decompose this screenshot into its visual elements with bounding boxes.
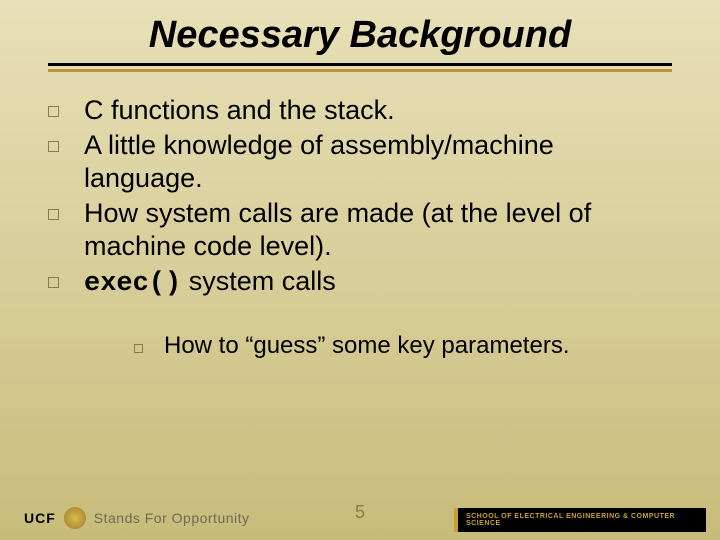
footer: UCF Stands For Opportunity 5 SCHOOL OF E… (0, 496, 720, 540)
bullet-text: exec() system calls (84, 265, 672, 301)
school-name: SCHOOL OF ELECTRICAL ENGINEERING & COMPU… (466, 513, 706, 527)
bullet-square-icon (48, 94, 84, 122)
bullet-square-icon (48, 197, 84, 225)
bullet-text: C functions and the stack. (84, 94, 672, 127)
list-item: C functions and the stack. (48, 94, 672, 127)
title-underline (48, 63, 672, 72)
ucf-wordmark: UCF (24, 510, 56, 526)
bullet-square-icon (48, 129, 84, 157)
title-area: Necessary Background (0, 0, 720, 57)
slide: Necessary Background C functions and the… (0, 0, 720, 540)
page-number: 5 (355, 502, 365, 523)
sub-list: How to “guess” some key parameters. (48, 303, 672, 361)
bullet-text: A little knowledge of assembly/machine l… (84, 129, 672, 195)
list-item: A little knowledge of assembly/machine l… (48, 129, 672, 195)
list-item: How system calls are made (at the level … (48, 197, 672, 263)
sub-bullet-text: How to “guess” some key parameters. (164, 331, 569, 361)
bullet-text: How system calls are made (at the level … (84, 197, 672, 263)
list-item: How to “guess” some key parameters. (134, 331, 672, 361)
list-item: exec() system calls (48, 265, 672, 301)
code-text: exec() (84, 269, 181, 299)
bullet-square-icon (134, 331, 164, 358)
bullet-square-icon (48, 265, 84, 293)
content-area: C functions and the stack. A little know… (0, 72, 720, 361)
school-badge: SCHOOL OF ELECTRICAL ENGINEERING & COMPU… (454, 508, 706, 532)
ucf-logo-block: UCF Stands For Opportunity (0, 507, 250, 529)
ucf-tagline: Stands For Opportunity (94, 510, 250, 526)
slide-title: Necessary Background (149, 14, 571, 57)
bullet-tail: system calls (181, 266, 336, 296)
pegasus-seal-icon (64, 507, 86, 529)
